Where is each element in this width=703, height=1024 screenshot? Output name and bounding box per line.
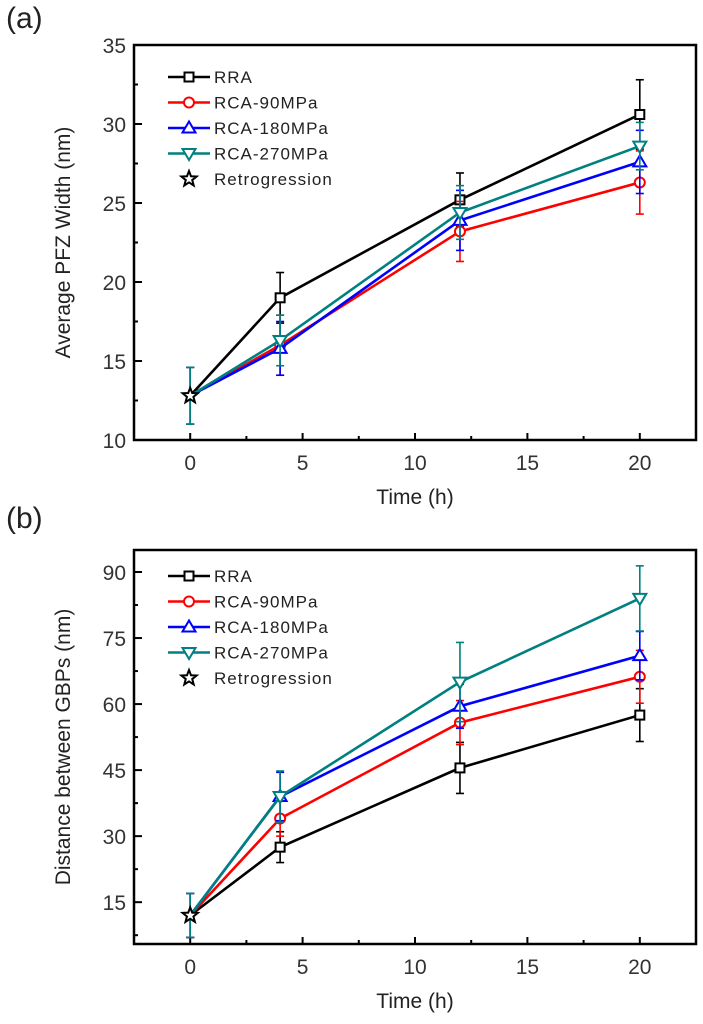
series-line: [189, 713, 641, 917]
x-tick-label: 0: [184, 452, 196, 475]
panel-a-label: (a): [6, 2, 43, 35]
data-point: [454, 762, 466, 774]
legend-marker: [183, 570, 195, 582]
x-tick-label: 20: [628, 452, 651, 475]
legend-item: RRA: [168, 68, 253, 87]
legend-marker: [180, 148, 198, 162]
y-tick-label: 20: [103, 272, 126, 295]
chart-a-svg: 0 5 10 15 20 10 15 20 25 30 35 Time (h) Average PFZ …: [52, 35, 698, 509]
legend-label: RCA-270MPa: [214, 145, 329, 164]
series-line: [189, 181, 641, 397]
legend-marker: [183, 96, 195, 109]
data-point: [274, 841, 286, 853]
x-tick-label: 5: [297, 956, 309, 979]
x-axis-title: Time (h): [376, 486, 453, 509]
legend-marker: [180, 119, 198, 134]
x-tick-label: 20: [628, 956, 651, 979]
x-tick-label: 0: [184, 956, 196, 979]
x-tick-label: 15: [516, 956, 539, 979]
legend-label: Retrogression: [214, 669, 333, 688]
data-point: [451, 206, 469, 221]
panel-b-label: (b): [6, 502, 43, 535]
data-point: [631, 592, 649, 607]
panel-a: (a) 0 5 10 15 20 10 15 20 25 30 35 Time (h) Average …: [6, 2, 698, 509]
legend-item: RCA-90MPa: [168, 94, 318, 113]
x-tick-label: 10: [403, 452, 426, 475]
x-axis-title: Time (h): [376, 990, 453, 1013]
y-tick-label: 35: [103, 35, 126, 58]
y-tick-label: 30: [103, 114, 126, 137]
series-rca-90mpa: [186, 150, 646, 426]
x-tick-label: 15: [516, 452, 539, 475]
series-rca-90mpa: [186, 649, 646, 939]
legend-marker: [180, 647, 198, 661]
chart-b-svg: 0 5 10 15 20 15 30 45 60 75 90 Time (h) Distance bet…: [52, 548, 698, 1013]
legend-item: Retrogression: [178, 667, 333, 688]
legend-item: RRA: [168, 567, 253, 586]
legend-marker: [178, 667, 200, 687]
series-rca-270mpa: [186, 565, 649, 939]
legend-item: RCA-90MPa: [168, 593, 318, 612]
series-line: [189, 113, 641, 397]
retrogression-point: [179, 904, 201, 925]
y-tick-label: 25: [103, 193, 126, 216]
legend-label: RRA: [214, 567, 253, 586]
y-axis-title: Average PFZ Width (nm): [52, 127, 75, 359]
data-point: [631, 140, 649, 155]
legend-label: RCA-180MPa: [214, 119, 329, 138]
series-line: [189, 160, 641, 397]
series-rca-270mpa: [186, 121, 649, 426]
data-point: [631, 647, 649, 662]
series-rra: [186, 687, 646, 939]
data-point: [271, 334, 289, 349]
legend-item: Retrogression: [178, 168, 333, 189]
legend: RRA RCA-90MPa RCA-180MPa RCA-270MPa Retrogre…: [168, 68, 333, 189]
legend-label: Retrogression: [214, 170, 333, 189]
data-point: [634, 109, 646, 121]
series-line: [189, 597, 641, 917]
x-tick-label: 10: [403, 956, 426, 979]
legend-label: RCA-270MPa: [214, 644, 329, 663]
y-tick-label: 30: [103, 826, 126, 849]
y-tick-label: 10: [103, 430, 126, 453]
y-tick-label: 15: [103, 892, 126, 915]
legend-label: RCA-180MPa: [214, 618, 329, 637]
y-tick-label: 45: [103, 760, 126, 783]
legend: RRA RCA-90MPa RCA-180MPa RCA-270MPa Retrogre…: [168, 567, 333, 688]
series-line: [189, 675, 641, 917]
legend-label: RCA-90MPa: [214, 593, 318, 612]
data-point: [271, 791, 289, 805]
legend-marker: [183, 71, 195, 83]
y-tick-label: 60: [103, 694, 126, 717]
legend-item: RCA-270MPa: [168, 145, 329, 164]
legend-label: RRA: [214, 68, 253, 87]
y-tick-label: 75: [103, 628, 126, 651]
y-tick-label: 15: [103, 351, 126, 374]
legend-item: RCA-270MPa: [168, 644, 329, 663]
data-point: [634, 709, 646, 721]
y-tick-label: 90: [103, 562, 126, 585]
retrogression-point: [179, 384, 201, 405]
panel-b: (b) 0 5 10 15 20 15 30 45 60 75 90 Time (h) Distance…: [0, 500, 703, 1024]
legend-marker: [180, 618, 198, 633]
data-point: [274, 292, 286, 304]
legend-label: RCA-90MPa: [214, 94, 318, 113]
data-point: [451, 676, 469, 691]
legend-item: RCA-180MPa: [168, 119, 329, 138]
legend-marker: [183, 595, 195, 608]
y-axis-title: Distance between GBPs (nm): [52, 609, 75, 886]
x-tick-label: 5: [297, 452, 309, 475]
series-line: [189, 144, 641, 397]
legend-item: RCA-180MPa: [168, 618, 329, 637]
legend-marker: [178, 168, 200, 188]
